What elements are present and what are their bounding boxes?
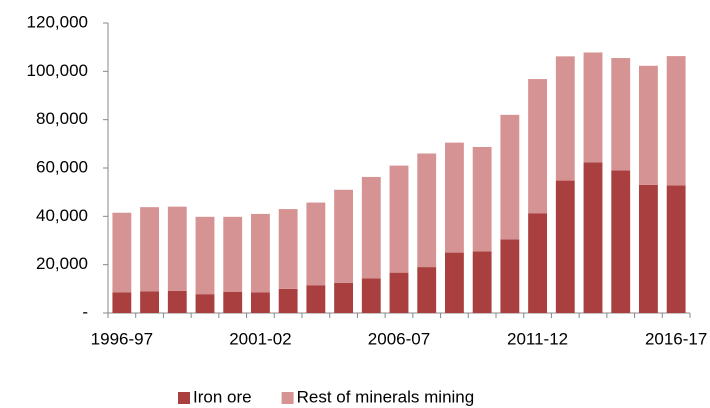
bar-segment	[140, 291, 159, 313]
bar-segment	[195, 294, 215, 313]
bar-segment	[417, 267, 437, 313]
legend-label: Iron ore	[193, 387, 252, 406]
bar-segment	[112, 292, 132, 313]
x-tick-label: 2006-07	[368, 329, 430, 348]
bar-segment	[611, 170, 631, 313]
bar-segment	[278, 288, 298, 313]
bar-segment	[223, 291, 243, 313]
x-tick-label: 2001-02	[229, 329, 291, 348]
bar-segment	[445, 142, 464, 253]
bar-segment	[251, 213, 270, 293]
bar-segment	[417, 153, 437, 268]
bar-segment	[195, 216, 215, 295]
bar-segment	[555, 180, 575, 313]
x-tick-label: 2016-17	[645, 329, 707, 348]
bar-segment	[583, 52, 603, 163]
legend-swatch	[281, 392, 294, 404]
bar-segment	[167, 290, 187, 313]
bar-segment	[278, 209, 298, 289]
bar-segment	[306, 202, 326, 286]
y-tick-label: 100,000	[27, 61, 88, 80]
legend-label: Rest of minerals mining	[297, 387, 475, 406]
bar-segment	[361, 176, 381, 279]
bar-segment	[251, 292, 270, 313]
bar-segment	[528, 79, 547, 214]
bar-segment	[472, 251, 492, 313]
bar-segment	[334, 282, 353, 313]
bar-segment	[639, 65, 658, 185]
bar-segment	[500, 239, 520, 313]
bar-segment	[583, 162, 603, 313]
bar-segment	[555, 56, 575, 181]
legend-swatch	[178, 392, 190, 404]
bar-segment	[389, 272, 409, 313]
bar-segment	[167, 206, 187, 291]
bar-segment	[611, 58, 631, 171]
x-tick-label: 1996-97	[91, 329, 153, 348]
bar-segment	[306, 285, 326, 313]
bar-segment	[334, 189, 353, 283]
bar-segment	[223, 216, 243, 292]
bar-segment	[666, 56, 686, 186]
bar-segment	[445, 252, 464, 313]
bar-segment	[472, 146, 492, 252]
y-tick-label: -	[82, 302, 88, 321]
bar-segment	[639, 184, 658, 313]
bar-segment	[389, 165, 409, 273]
x-tick-label: 2011-12	[507, 329, 568, 348]
y-tick-label: 120,000	[27, 12, 88, 31]
bar-segment	[361, 278, 381, 313]
bar-segment	[140, 207, 159, 292]
y-tick-label: 80,000	[36, 109, 88, 128]
bar-segment	[666, 185, 686, 313]
y-tick-label: 40,000	[36, 206, 88, 225]
y-tick-label: 60,000	[36, 157, 88, 176]
bar-segment	[528, 213, 547, 313]
y-tick-label: 20,000	[36, 254, 88, 273]
bar-segment	[112, 212, 132, 293]
bar-segment	[500, 114, 520, 240]
